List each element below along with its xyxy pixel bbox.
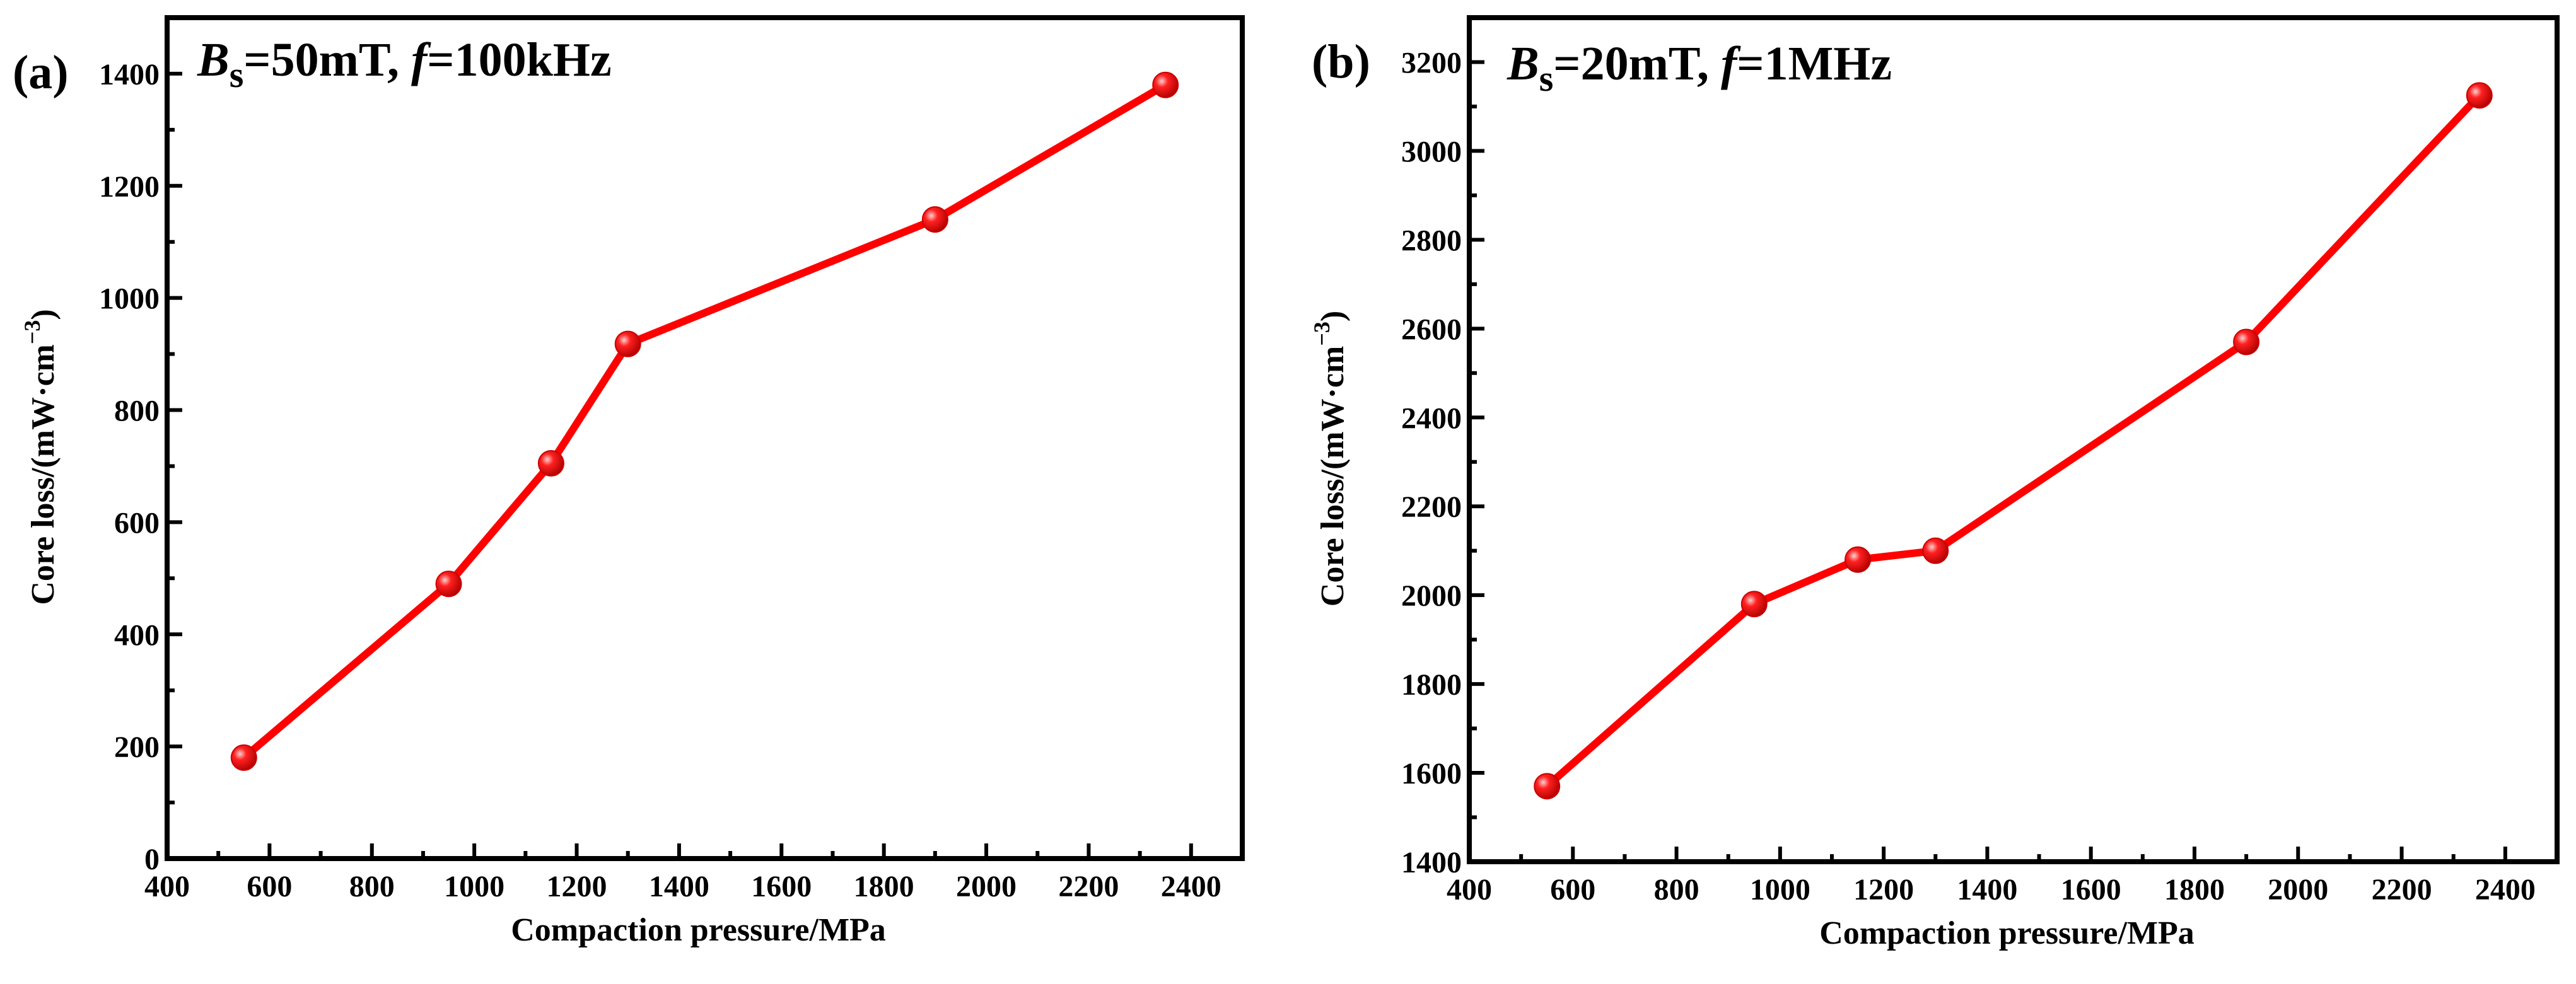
y-axis-title-exponent: −3 bbox=[1309, 321, 1334, 346]
y-tick-label: 800 bbox=[114, 395, 160, 428]
y-tick-label: 2400 bbox=[1401, 402, 1462, 435]
panel-label: (a) bbox=[13, 46, 69, 99]
annotation-frequency: =1MHz bbox=[1737, 37, 1892, 90]
annotation-text: =20mT, bbox=[1553, 37, 1721, 90]
y-axis-title: Core loss/(mW·cm−3) bbox=[1309, 311, 1351, 606]
y-tick-label: 3000 bbox=[1401, 135, 1462, 168]
y-tick-label: 0 bbox=[144, 843, 160, 876]
data-point bbox=[1922, 537, 1949, 564]
y-axis-title-close: ) bbox=[25, 309, 61, 320]
annotation-symbol: B bbox=[1507, 37, 1539, 90]
x-tick-label: 1400 bbox=[1957, 873, 2017, 906]
y-tick-label: 2600 bbox=[1401, 313, 1462, 346]
plot-frame bbox=[1467, 15, 2560, 864]
y-tick-label: 2000 bbox=[1401, 579, 1462, 613]
x-tick-label: 1800 bbox=[854, 870, 914, 903]
annotation-subscript: s bbox=[1539, 58, 1554, 99]
data-point bbox=[537, 450, 564, 477]
x-tick-label: 1000 bbox=[444, 870, 504, 903]
data-point bbox=[614, 330, 641, 357]
x-tick-label: 1200 bbox=[547, 870, 607, 903]
data-point bbox=[1152, 71, 1179, 98]
y-tick-label: 1600 bbox=[1401, 757, 1462, 790]
x-tick-label: 2400 bbox=[2475, 873, 2536, 906]
condition-annotation: Bs=20mT, f=1MHz bbox=[1507, 37, 1892, 99]
condition-annotation: Bs=50mT, f=100kHz bbox=[197, 33, 612, 95]
x-tick-label: 2200 bbox=[2372, 873, 2432, 906]
y-tick-label: 600 bbox=[114, 506, 160, 540]
annotation-subscript: s bbox=[230, 54, 244, 95]
y-tick-label: 2800 bbox=[1401, 224, 1462, 257]
chart-panel-a: 400 600 800 1000 1200 1400 1600 1800 2000 2200 240… bbox=[13, 15, 1245, 948]
data-point bbox=[1845, 546, 1872, 573]
series-line bbox=[240, 81, 1170, 761]
y-axis-title: Core loss/(mW·cm−3) bbox=[20, 309, 61, 605]
y-axis-title-text: Core loss/(mW·cm bbox=[1315, 346, 1351, 607]
x-tick-label: 1200 bbox=[1853, 873, 1914, 906]
panel-label: (b) bbox=[1312, 35, 1370, 88]
y-axis-title-close: ) bbox=[1315, 311, 1351, 321]
x-tick-label: 1800 bbox=[2164, 873, 2225, 906]
y-tick-label: 2200 bbox=[1401, 490, 1462, 524]
y-tick-label: 200 bbox=[114, 731, 160, 764]
x-tick-label: 400 bbox=[144, 870, 190, 903]
plot-frame bbox=[165, 15, 1245, 861]
y-tick-label: 1400 bbox=[1401, 846, 1462, 879]
y-axis-title-exponent: −3 bbox=[20, 320, 45, 345]
data-point bbox=[2233, 328, 2260, 356]
x-tick-label: 600 bbox=[1550, 873, 1595, 906]
x-axis-title: Compaction pressure/MPa bbox=[1819, 915, 2194, 951]
x-tick-label: 1600 bbox=[751, 870, 812, 903]
data-point bbox=[2466, 82, 2493, 109]
x-tick-label: 400 bbox=[1447, 873, 1492, 906]
annotation-symbol: B bbox=[197, 33, 230, 86]
data-point bbox=[921, 206, 948, 233]
y-axis-title-text: Core loss/(mW·cm bbox=[25, 344, 61, 605]
x-tick-label: 600 bbox=[247, 870, 292, 903]
x-tick-label: 800 bbox=[1654, 873, 1699, 906]
x-tick-label: 2000 bbox=[2268, 873, 2328, 906]
data-point bbox=[1740, 591, 1768, 618]
x-tick-label: 2400 bbox=[1161, 870, 1221, 903]
data-point bbox=[230, 744, 257, 771]
x-tick-label: 2000 bbox=[956, 870, 1017, 903]
x-tick-label: 800 bbox=[349, 870, 395, 903]
x-tick-label: 1600 bbox=[2061, 873, 2121, 906]
x-tick-label: 2200 bbox=[1058, 870, 1119, 903]
x-tick-label: 1400 bbox=[649, 870, 709, 903]
data-point bbox=[1534, 773, 1561, 800]
y-tick-label: 1200 bbox=[99, 170, 160, 204]
y-tick-label: 1000 bbox=[99, 282, 160, 316]
y-tick-label: 1800 bbox=[1401, 668, 1462, 702]
data-point bbox=[435, 570, 462, 598]
x-tick-label: 1000 bbox=[1750, 873, 1810, 906]
y-tick-label: 3200 bbox=[1401, 46, 1462, 79]
x-axis-title: Compaction pressure/MPa bbox=[511, 912, 886, 948]
series-line bbox=[1543, 91, 2483, 790]
annotation-frequency: =100kHz bbox=[427, 33, 611, 86]
y-tick-label: 1400 bbox=[99, 58, 160, 91]
annotation-text: =50mT, bbox=[243, 33, 411, 86]
chart-panel-b: 400 600 800 1000 1200 1400 1600 1800 2000 2200 240… bbox=[1309, 15, 2560, 951]
y-tick-label: 400 bbox=[114, 618, 160, 652]
